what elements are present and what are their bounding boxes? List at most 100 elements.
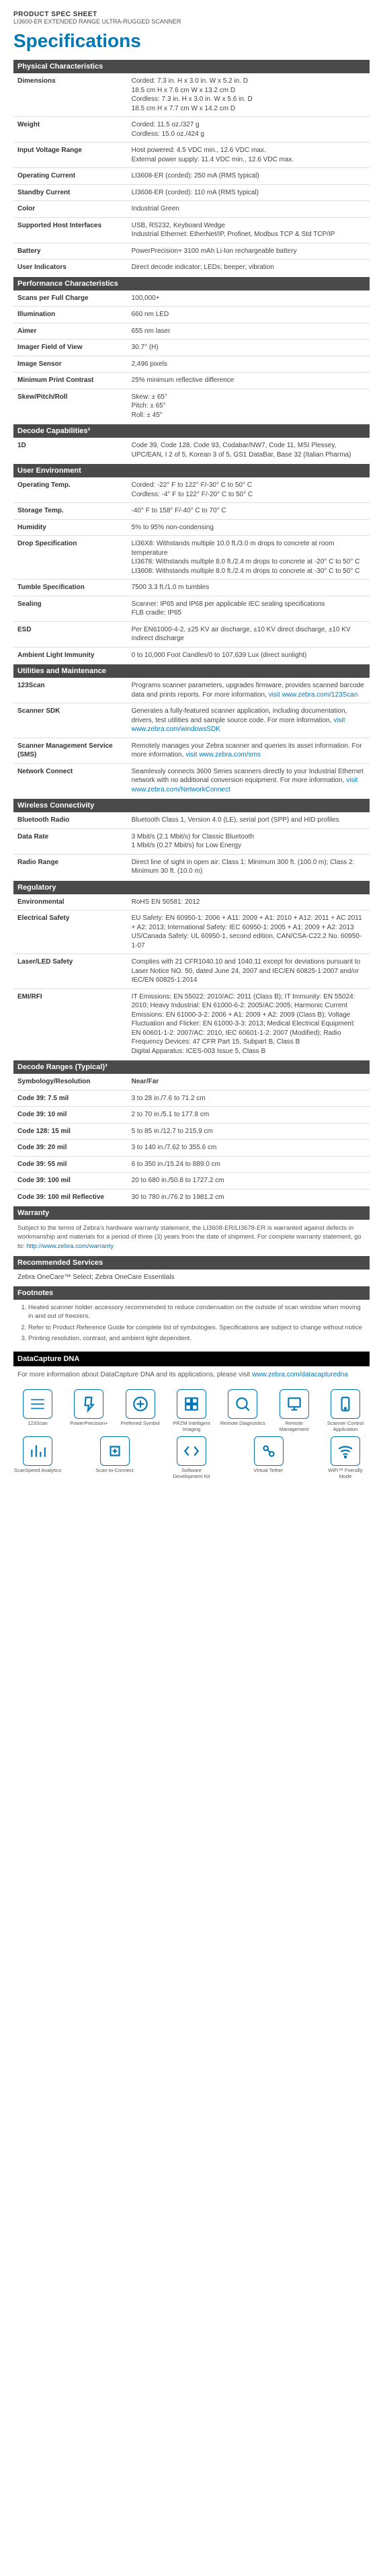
row-value: EU Safety: EN 60950-1: 2006 + A11: 2009 … <box>128 910 370 954</box>
table-row: Illumination660 nm LED <box>13 307 370 323</box>
table-row: Electrical SafetyEU Safety: EN 60950-1: … <box>13 910 370 954</box>
row-link[interactable]: visit www.zebra.com/NetworkConnect <box>132 777 358 793</box>
table-row: Operating CurrentLI3608-ER (corded): 250… <box>13 168 370 185</box>
row-value: RoHS EN 50581: 2012 <box>128 894 370 910</box>
table-row: Scans per Full Charge100,000+ <box>13 290 370 307</box>
row-value: Direct line of sight in open air: Class … <box>128 854 370 880</box>
row-value: Host powered: 4.5 VDC min., 12.6 VDC max… <box>128 143 370 168</box>
icon-label: Remote Diagnostics <box>220 1421 265 1427</box>
row-label: Standby Current <box>13 184 128 201</box>
table-row: Operating Temp.Corded: -22° F to 122° F/… <box>13 477 370 503</box>
table-row: Scanner Management Service (SMS)Remotely… <box>13 738 370 763</box>
row-value: 7500 3.3 ft./1.0 m tumbles <box>128 580 370 596</box>
table-row: Symbology/ResolutionNear/Far <box>13 1074 370 1090</box>
row-label: 1D <box>13 438 128 463</box>
row-label: ESD <box>13 621 128 647</box>
row-value: 0 to 10,000 Foot Candles/0 to 107,639 Lu… <box>128 647 370 663</box>
section-header: Utilities and Maintenance <box>13 664 370 678</box>
table-row: Humidity5% to 95% non-condensing <box>13 519 370 536</box>
table-row: WeightCorded: 11.5 oz./327 gCordless: 15… <box>13 117 370 143</box>
row-label: Code 39: 100 mil Reflective <box>13 1189 128 1205</box>
sdk-icon <box>177 1436 206 1466</box>
warranty-text: Subject to the terms of Zebra's hardware… <box>13 1220 370 1255</box>
analytics-icon <box>23 1436 52 1466</box>
row-link[interactable]: visit www.zebra.com/sms <box>185 751 261 758</box>
row-label: Sealing <box>13 596 128 621</box>
icon-label: Software Development Kit <box>167 1468 216 1479</box>
spec-table: Bluetooth RadioBluetooth Class 1, Versio… <box>13 812 370 880</box>
doc-type: PRODUCT SPEC SHEET <box>13 11 370 18</box>
app-icon <box>331 1389 360 1419</box>
row-value: Seamlessly connects 3600 Series scanners… <box>128 763 370 797</box>
section-header: Decode Ranges (Typical)³ <box>13 1060 370 1074</box>
row-value: Skew: ± 65°Pitch: ± 65°Roll: ± 45° <box>128 389 370 423</box>
spec-table: DimensionsCorded: 7.3 in. H x 3.0 in. W … <box>13 73 370 276</box>
icon-item: Virtual Tether <box>245 1436 293 1479</box>
row-value: 2,496 pixels <box>128 356 370 373</box>
row-value: Programs scanner parameters, upgrades fi… <box>128 678 370 703</box>
row-value: USB, RS232, Keyboard WedgeIndustrial Eth… <box>128 217 370 243</box>
table-row: Scanner SDKGenerates a fully-featured sc… <box>13 703 370 738</box>
row-value: 3 Mbit/s (2.1 Mbit/s) for Classic Blueto… <box>128 828 370 854</box>
row-link[interactable]: visit www.zebra.com/123Scan <box>269 691 358 699</box>
row-value: -40° F to 158° F/-40° C to 70° C <box>128 503 370 520</box>
row-label: Battery <box>13 243 128 260</box>
dna-text: For more information about DataCapture D… <box>13 1366 370 1387</box>
row-label: Scanner Management Service (SMS) <box>13 738 128 763</box>
diag-icon <box>228 1389 257 1419</box>
row-value: Bluetooth Class 1, Version 4.0 (LE), ser… <box>128 812 370 828</box>
warranty-header: Warranty <box>13 1206 370 1220</box>
row-label: 123Scan <box>13 678 128 703</box>
row-label: Environmental <box>13 894 128 910</box>
row-value: 5 to 85 in./12.7 to 215.9 cm <box>128 1123 370 1140</box>
table-row: Imager Field of View30.7° (H) <box>13 340 370 356</box>
spec-table: 123ScanPrograms scanner parameters, upgr… <box>13 678 370 797</box>
row-label: Input Voltage Range <box>13 143 128 168</box>
row-value: Remotely manages your Zebra scanner and … <box>128 738 370 763</box>
row-label: Code 39: 10 mil <box>13 1107 128 1124</box>
section-header: Regulatory <box>13 881 370 894</box>
row-label: Radio Range <box>13 854 128 880</box>
icon-item: Remote Management <box>270 1389 318 1432</box>
table-row: Data Rate3 Mbit/s (2.1 Mbit/s) for Class… <box>13 828 370 854</box>
spec-sections: Physical CharacteristicsDimensionsCorded… <box>13 60 370 1205</box>
row-value: PowerPrecision+ 3100 mAh Li-Ion recharge… <box>128 243 370 260</box>
section-header: Performance Characteristics <box>13 277 370 290</box>
row-label: Illumination <box>13 307 128 323</box>
icon-item: Remote Diagnostics <box>218 1389 267 1432</box>
row-value: Per EN61000-4-2, ±25 KV air discharge, ±… <box>128 621 370 647</box>
spec-table: 1DCode 39, Code 128, Code 93, Codabar/NW… <box>13 438 370 463</box>
section-header: Wireless Connectivity <box>13 799 370 812</box>
row-label: Dimensions <box>13 73 128 117</box>
dna-link[interactable]: www.zebra.com/datacapturedna <box>252 1371 348 1378</box>
wifi-icon <box>331 1436 360 1466</box>
s2c-icon <box>100 1436 130 1466</box>
row-link[interactable]: visit www.zebra.com/windowsSDK <box>132 717 345 734</box>
icon-label: WiFi™ Friendly Mode <box>321 1468 370 1479</box>
table-row: User IndicatorsDirect decode indicator; … <box>13 260 370 276</box>
table-row: Supported Host InterfacesUSB, RS232, Key… <box>13 217 370 243</box>
table-row: Storage Temp.-40° F to 158° F/-40° C to … <box>13 503 370 520</box>
remote-icon <box>280 1389 309 1419</box>
table-row: Code 39: 20 mil3 to 140 in./7.62 to 355.… <box>13 1140 370 1157</box>
row-label: Color <box>13 201 128 218</box>
row-label: Bluetooth Radio <box>13 812 128 828</box>
row-label: Code 39: 7.5 mil <box>13 1090 128 1107</box>
warranty-link[interactable]: http://www.zebra.com/warranty <box>26 1243 114 1250</box>
row-label: Symbology/Resolution <box>13 1074 128 1090</box>
row-value: 3 to 28 in./7.6 to 71.2 cm <box>128 1090 370 1107</box>
row-label: Code 128: 15 mil <box>13 1123 128 1140</box>
row-label: Aimer <box>13 323 128 340</box>
icon-label: PRZM Intelligent Imaging <box>167 1421 216 1432</box>
row-value: Complies with 21 CFR1040.10 and 1040.11 … <box>128 954 370 989</box>
row-value: 30 to 780 in./76.2 to 1981.2 cm <box>128 1189 370 1205</box>
icon-label: PowerPrecision+ <box>70 1421 108 1427</box>
icon-label: 123Scan <box>28 1421 48 1427</box>
table-row: Code 39: 7.5 mil3 to 28 in./7.6 to 71.2 … <box>13 1090 370 1107</box>
icon-item: Preferred Symbol <box>116 1389 165 1432</box>
table-row: Input Voltage RangeHost powered: 4.5 VDC… <box>13 143 370 168</box>
row-label: Humidity <box>13 519 128 536</box>
row-value: LI3608-ER (corded): 110 mA (RMS typical) <box>128 184 370 201</box>
table-row: 1DCode 39, Code 128, Code 93, Codabar/NW… <box>13 438 370 463</box>
section-header: User Environment <box>13 464 370 477</box>
